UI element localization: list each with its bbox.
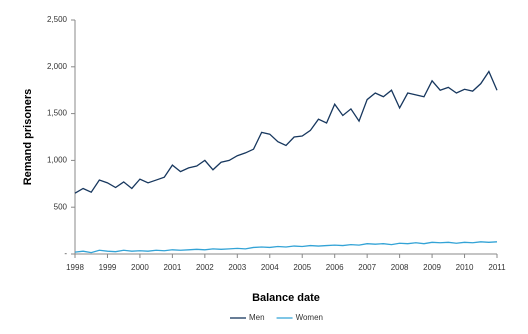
legend-label: Women: [296, 313, 323, 322]
x-tick-label: 2010: [456, 263, 474, 272]
y-tick-label: 2,000: [47, 62, 68, 71]
y-axis-title: Remand prisoners: [22, 89, 34, 186]
x-tick-label: 2006: [326, 263, 344, 272]
y-tick-label: 1,500: [47, 109, 68, 118]
x-tick-label: 2004: [261, 263, 279, 272]
x-tick-label: 2007: [358, 263, 376, 272]
x-tick-label: 2000: [131, 263, 149, 272]
x-tick-label: 2011: [488, 263, 506, 272]
x-tick-label: 2003: [228, 263, 246, 272]
x-tick-label: 1998: [66, 263, 84, 272]
x-tick-label: 2005: [293, 263, 311, 272]
y-tick-label: 500: [54, 202, 68, 211]
line-series: [74, 70, 498, 194]
x-tick-label: 2009: [423, 263, 441, 272]
line-series: [74, 241, 498, 254]
x-tick-label: 2008: [391, 263, 409, 272]
x-tick-label: 2002: [196, 263, 214, 272]
x-axis-title: Balance date: [252, 292, 320, 304]
y-tick-label: -: [64, 249, 67, 258]
legend-label: Men: [249, 313, 265, 322]
y-tick-label: 2,500: [47, 15, 68, 24]
x-tick-label: 1999: [99, 263, 117, 272]
x-tick-label: 2001: [163, 263, 181, 272]
y-tick-label: 1,000: [47, 156, 68, 165]
